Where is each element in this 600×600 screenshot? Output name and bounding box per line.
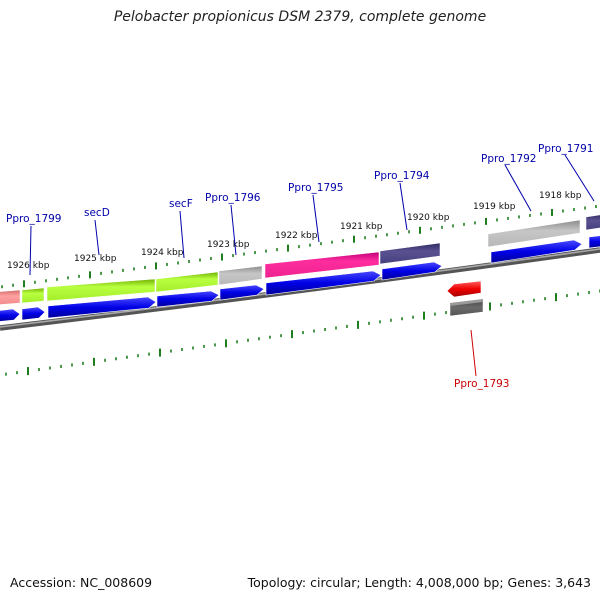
forward-cds-arrows — [0, 235, 600, 322]
gene-bar-salmon[interactable] — [0, 289, 21, 305]
gene-bar-secf[interactable] — [155, 271, 219, 293]
cds-arrow[interactable] — [0, 308, 21, 322]
gene-label[interactable]: Ppro_1799 — [6, 213, 61, 225]
gene-label-leader — [564, 154, 595, 202]
accession-text: Accession: NC_008609 — [10, 575, 153, 590]
cds-arrow[interactable] — [21, 306, 46, 321]
kbp-labels: 1926 kbp 1925 kbp 1924 kbp 1923 kbp 1922 kbp… — [7, 191, 582, 271]
gene-label[interactable]: Ppro_1794 — [374, 170, 430, 182]
cds-arrow[interactable] — [588, 235, 600, 249]
kbp-label: 1921 kbp — [340, 222, 383, 232]
kbp-label: 1923 kbp — [207, 240, 250, 250]
gene-bars — [0, 214, 600, 305]
cds-arrow[interactable] — [265, 270, 382, 296]
gene-label[interactable]: secD — [84, 207, 110, 219]
gene-label[interactable]: secF — [169, 198, 193, 210]
kbp-label: 1920 kbp — [407, 213, 450, 223]
kbp-label: 1919 kbp — [473, 202, 516, 212]
gene-bar-secd[interactable] — [46, 278, 156, 302]
reverse-cds-arrow[interactable] — [446, 280, 482, 298]
gene-label-leader — [29, 225, 32, 276]
gene-bar-ppro1794[interactable] — [379, 242, 441, 265]
gene-bar-ppro1795[interactable] — [264, 251, 380, 279]
gene-bar-ppro1791[interactable] — [585, 214, 600, 231]
gene-label-leader — [94, 219, 100, 256]
cds-arrow[interactable] — [381, 261, 443, 281]
map-title: Pelobacter propionicus DSM 2379, complet… — [113, 9, 487, 25]
gene-label-leader — [230, 204, 237, 256]
cds-arrow[interactable] — [490, 239, 583, 264]
outer-tick-ruler — [1, 205, 597, 289]
gene-label-leader — [399, 182, 408, 231]
kbp-label: 1922 kbp — [275, 231, 318, 241]
reverse-gene-bar-highlight — [450, 299, 483, 306]
reverse-gene-ppro1793 — [446, 280, 484, 317]
kbp-label: 1925 kbp — [74, 254, 117, 264]
genome-summary-text: Topology: circular; Length: 4,008,000 bp… — [247, 575, 591, 590]
gene-labels: Ppro_1799 secD secF Ppro_1796 Ppro_1795 Ppro_… — [6, 143, 595, 390]
inner-tick-ruler — [5, 289, 600, 376]
gene-label[interactable]: Ppro_1796 — [205, 192, 261, 204]
kbp-label: 1924 kbp — [141, 248, 184, 258]
gene-bar-ppro1792[interactable] — [487, 219, 581, 248]
gene-label[interactable]: Ppro_1792 — [481, 153, 536, 165]
gene-label-leader — [470, 329, 477, 377]
cds-arrow[interactable] — [156, 290, 220, 308]
cds-arrow[interactable] — [47, 296, 157, 319]
gene-bar-ppro1796[interactable] — [218, 265, 263, 286]
gene-label[interactable]: Ppro_1791 — [538, 143, 593, 155]
cds-arrow[interactable] — [219, 284, 265, 301]
gene-label-leader — [312, 194, 320, 243]
gene-label[interactable]: Ppro_1793 — [454, 378, 509, 390]
gene-label[interactable]: Ppro_1795 — [288, 182, 343, 194]
gene-label-leader — [179, 210, 185, 259]
kbp-label: 1918 kbp — [539, 191, 582, 201]
kbp-label: 1926 kbp — [7, 261, 50, 271]
gene-label-leader — [504, 164, 532, 212]
gene-bar-ppro1799[interactable] — [21, 287, 45, 304]
